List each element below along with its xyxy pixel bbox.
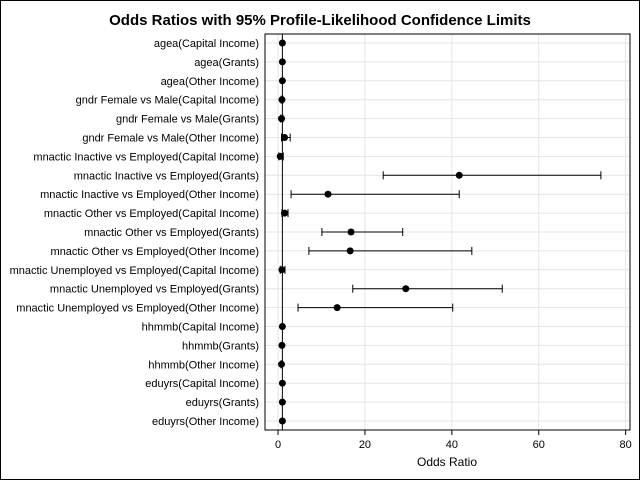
- category-label: mnactic Other vs Employed(Capital Income…: [44, 208, 259, 220]
- category-label: mnactic Inactive vs Employed(Other Incom…: [40, 189, 259, 201]
- odds-ratio-point: [278, 379, 286, 387]
- odds-ratio-point: [278, 398, 286, 406]
- category-label: mnactic Inactive vs Employed(Capital Inc…: [33, 151, 259, 163]
- odds-ratio-point: [333, 304, 341, 312]
- category-label: agea(Grants): [194, 57, 259, 69]
- category-label: hhmmb(Capital Income): [142, 322, 259, 334]
- grid-lines: [265, 34, 630, 430]
- odds-ratio-point: [278, 39, 286, 47]
- odds-ratio-point: [347, 228, 355, 236]
- plot-area: [264, 33, 631, 431]
- x-tick-label: 0: [275, 439, 281, 451]
- odds-ratio-point: [402, 285, 410, 293]
- x-axis-ticks: 0 20 40 60 80: [275, 430, 632, 451]
- x-axis-label: Odds Ratio: [417, 455, 477, 469]
- category-label: mnactic Unemployed vs Employed(Grants): [50, 284, 259, 296]
- odds-ratio-point: [278, 96, 286, 104]
- category-label: agea(Other Income): [161, 76, 259, 88]
- category-label: eduyrs(Other Income): [152, 416, 259, 428]
- odds-ratio-point: [278, 115, 286, 123]
- x-tick-label: 80: [620, 439, 632, 451]
- x-tick-label: 40: [446, 439, 458, 451]
- category-label: eduyrs(Grants): [186, 397, 259, 409]
- category-label: mnactic Other vs Employed(Other Income): [51, 246, 259, 258]
- odds-ratio-point: [278, 341, 286, 349]
- category-label: mnactic Other vs Employed(Grants): [84, 227, 259, 239]
- odds-ratio-point: [346, 247, 354, 255]
- odds-ratio-point: [278, 266, 286, 274]
- category-label: mnactic Unemployed vs Employed(Other Inc…: [16, 303, 259, 315]
- category-label: gndr Female vs Male(Capital Income): [76, 95, 259, 107]
- odds-ratio-point: [455, 171, 463, 179]
- odds-ratio-point: [278, 58, 286, 66]
- category-label: gndr Female vs Male(Other Income): [82, 133, 259, 145]
- odds-ratio-point: [276, 152, 284, 160]
- category-label: agea(Capital Income): [154, 38, 259, 50]
- category-label: eduyrs(Capital Income): [145, 378, 259, 390]
- category-label: hhmmb(Grants): [182, 340, 259, 352]
- odds-ratio-point: [281, 134, 289, 141]
- odds-ratio-point: [324, 190, 332, 198]
- category-label: hhmmb(Other Income): [148, 359, 259, 371]
- odds-ratio-point: [281, 209, 289, 217]
- category-label: mnactic Inactive vs Employed(Grants): [74, 170, 259, 182]
- x-tick-label: 60: [533, 439, 545, 451]
- x-tick-label: 20: [359, 439, 371, 451]
- odds-ratio-point: [278, 417, 286, 425]
- category-labels: agea(Capital Income) agea(Grants) agea(Oth…: [10, 38, 259, 428]
- data-marks: [276, 39, 602, 425]
- category-label: mnactic Unemployed vs Employed(Capital I…: [10, 265, 259, 277]
- category-label: gndr Female vs Male(Grants): [116, 114, 259, 126]
- chart-title: Odds Ratios with 95% Profile-Likelihood …: [109, 12, 531, 29]
- odds-ratio-point: [278, 323, 286, 330]
- odds-ratio-point: [278, 77, 286, 85]
- odds-ratio-point: [278, 360, 286, 368]
